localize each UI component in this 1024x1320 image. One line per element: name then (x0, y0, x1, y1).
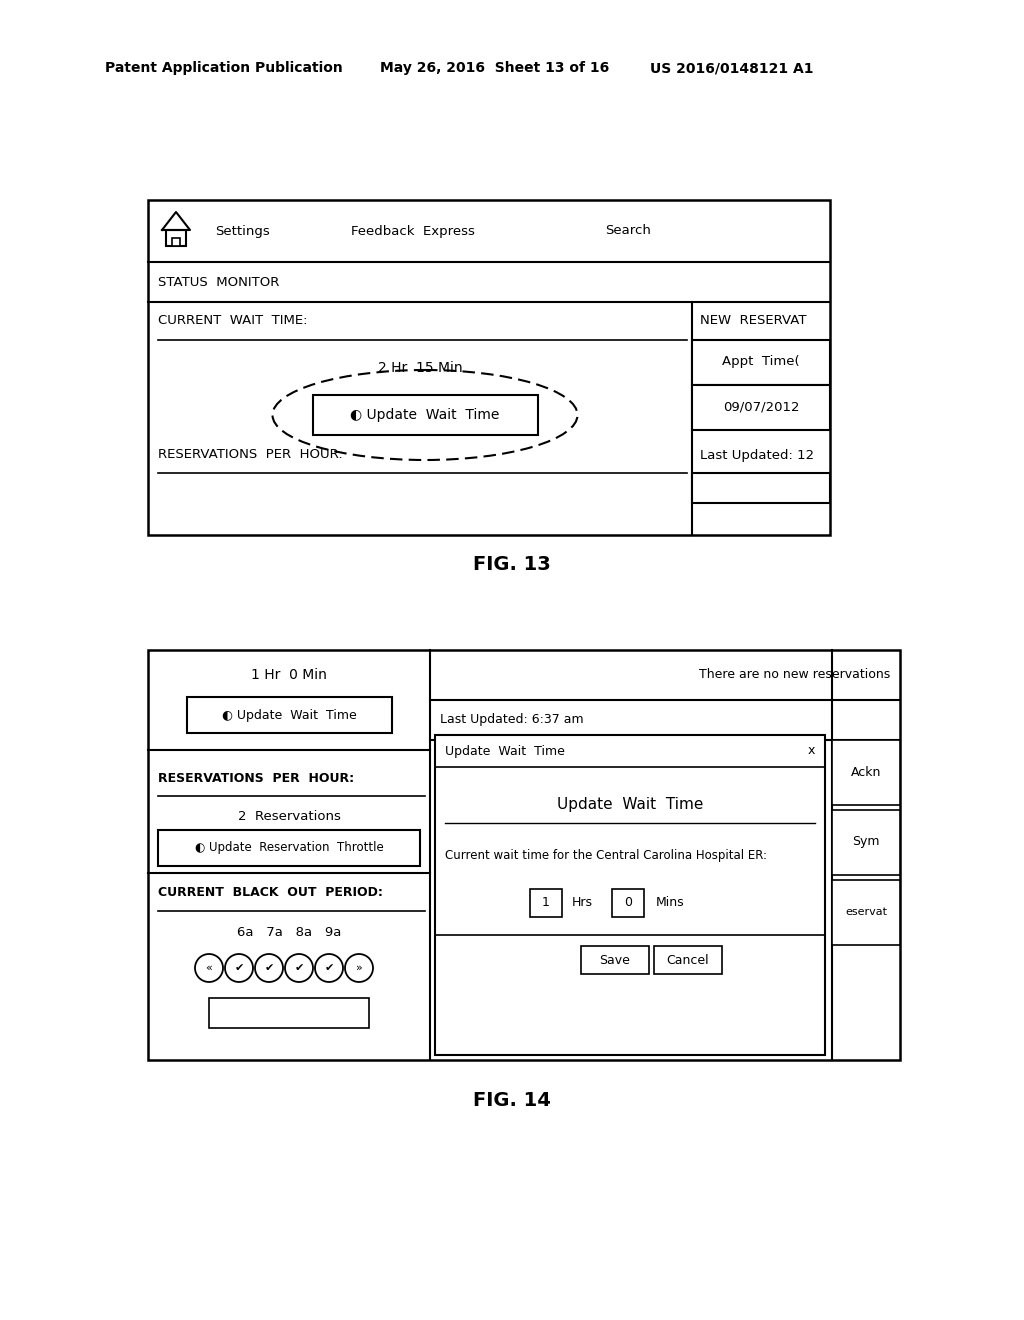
Circle shape (255, 954, 283, 982)
FancyBboxPatch shape (166, 230, 186, 246)
Text: Feedback  Express: Feedback Express (351, 224, 475, 238)
Text: Settings: Settings (216, 224, 270, 238)
FancyBboxPatch shape (581, 946, 649, 974)
FancyBboxPatch shape (172, 238, 180, 246)
FancyBboxPatch shape (158, 830, 420, 866)
Text: 6a   7a   8a   9a: 6a 7a 8a 9a (237, 927, 341, 940)
FancyBboxPatch shape (692, 473, 830, 503)
Text: Last Updated: 12: Last Updated: 12 (700, 449, 814, 462)
Circle shape (285, 954, 313, 982)
Circle shape (195, 954, 223, 982)
Text: RESERVATIONS  PER  HOUR:: RESERVATIONS PER HOUR: (158, 771, 354, 784)
Text: RESERVATIONS  PER  HOUR:: RESERVATIONS PER HOUR: (158, 449, 343, 462)
FancyBboxPatch shape (692, 341, 830, 385)
Text: ◐ Update  Reservation  Throttle: ◐ Update Reservation Throttle (195, 842, 383, 854)
FancyBboxPatch shape (187, 697, 392, 733)
Text: FIG. 14: FIG. 14 (473, 1090, 551, 1110)
Text: Update  Wait  Time: Update Wait Time (557, 797, 703, 813)
Text: FIG. 13: FIG. 13 (473, 556, 551, 574)
Text: ◐ Update  Wait  Time: ◐ Update Wait Time (350, 408, 500, 422)
Text: ◐ Update  Wait  Time: ◐ Update Wait Time (221, 709, 356, 722)
Text: x: x (808, 744, 815, 758)
Text: Current wait time for the Central Carolina Hospital ER:: Current wait time for the Central Caroli… (445, 849, 767, 862)
FancyBboxPatch shape (313, 395, 538, 436)
Text: US 2016/0148121 A1: US 2016/0148121 A1 (650, 61, 813, 75)
Text: Ackn: Ackn (851, 766, 882, 779)
Text: 2  Reservations: 2 Reservations (238, 809, 340, 822)
FancyBboxPatch shape (530, 888, 562, 917)
Text: ✔: ✔ (264, 964, 273, 973)
Text: Cancel: Cancel (667, 953, 710, 966)
Text: Last Updated: 6:37 am: Last Updated: 6:37 am (440, 714, 584, 726)
FancyBboxPatch shape (148, 201, 830, 535)
Text: Search: Search (605, 224, 651, 238)
Text: 1: 1 (542, 896, 550, 909)
FancyBboxPatch shape (612, 888, 644, 917)
FancyBboxPatch shape (692, 385, 830, 430)
Text: Patent Application Publication: Patent Application Publication (105, 61, 343, 75)
Text: ✔: ✔ (234, 964, 244, 973)
Text: Save: Save (600, 953, 631, 966)
Text: ✔: ✔ (294, 964, 304, 973)
Text: Appt  Time(: Appt Time( (722, 355, 800, 368)
Text: 2 Hr  15 Min: 2 Hr 15 Min (378, 360, 462, 375)
FancyBboxPatch shape (148, 649, 900, 1060)
Circle shape (315, 954, 343, 982)
Text: Update  Wait  Time: Update Wait Time (445, 744, 565, 758)
Text: «: « (206, 964, 212, 973)
Circle shape (345, 954, 373, 982)
Text: ✔: ✔ (325, 964, 334, 973)
Text: STATUS  MONITOR: STATUS MONITOR (158, 276, 280, 289)
Text: Mins: Mins (655, 896, 684, 909)
FancyBboxPatch shape (831, 741, 900, 805)
Text: May 26, 2016  Sheet 13 of 16: May 26, 2016 Sheet 13 of 16 (380, 61, 609, 75)
FancyBboxPatch shape (654, 946, 722, 974)
FancyBboxPatch shape (831, 810, 900, 875)
Text: eservat: eservat (845, 907, 887, 917)
Text: 09/07/2012: 09/07/2012 (723, 400, 800, 413)
Text: CURRENT  BLACK  OUT  PERIOD:: CURRENT BLACK OUT PERIOD: (158, 887, 383, 899)
Text: 0: 0 (624, 896, 632, 909)
Circle shape (225, 954, 253, 982)
FancyBboxPatch shape (831, 880, 900, 945)
Text: 1 Hr  0 Min: 1 Hr 0 Min (251, 668, 327, 682)
Text: NEW  RESERVAT: NEW RESERVAT (700, 314, 807, 327)
Text: »: » (355, 964, 362, 973)
Text: There are no new reservations: There are no new reservations (698, 668, 890, 681)
Text: CURRENT  WAIT  TIME:: CURRENT WAIT TIME: (158, 314, 307, 327)
Text: Sym: Sym (852, 836, 880, 849)
Text: Hrs: Hrs (571, 896, 593, 909)
FancyBboxPatch shape (209, 998, 369, 1028)
FancyBboxPatch shape (435, 735, 825, 1055)
